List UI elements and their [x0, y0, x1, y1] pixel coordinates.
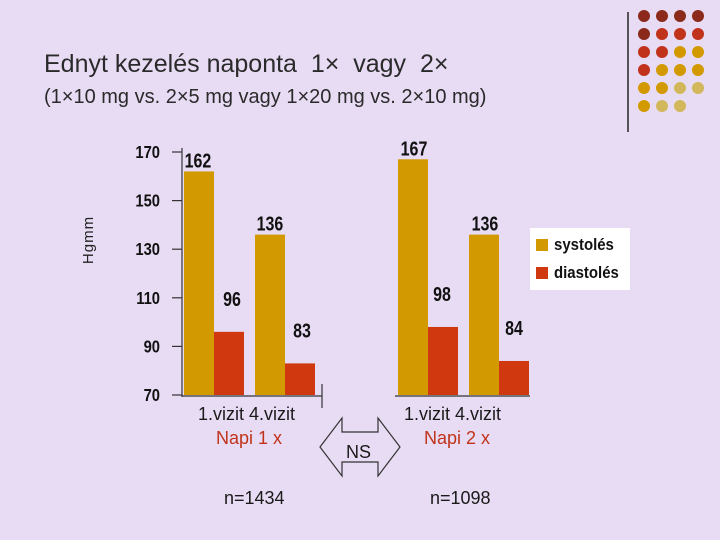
bar-diastolic: [428, 326, 458, 395]
group-1-visits: 1.vizit 4.vizit: [198, 404, 296, 424]
bar-systolic: [255, 234, 285, 395]
decor-dot: [692, 64, 704, 76]
decor-dot: [638, 82, 650, 94]
decor-dot: [656, 28, 668, 40]
legend-item-diastolic: diastolés: [536, 262, 628, 284]
decor-dot: [674, 100, 686, 112]
double-arrow: [319, 416, 401, 478]
bar-systolic: [398, 159, 428, 395]
y-axis-label: Hgmm: [80, 215, 97, 265]
decor-dot-grid: [638, 10, 704, 112]
decor-dot: [656, 10, 668, 22]
y-tick-label: 130: [135, 240, 160, 260]
decor-dot: [674, 64, 686, 76]
data-label-diastolic: 84: [505, 317, 523, 339]
y-tick-label: 90: [144, 337, 160, 357]
ns-label: NS: [346, 442, 372, 462]
decor-dot: [674, 10, 686, 22]
decor-dot: [656, 100, 668, 112]
legend-item-systolic: systolés: [536, 234, 622, 256]
y-tick-label: 70: [144, 386, 160, 406]
group-2-n: n=1098: [430, 488, 491, 508]
decor-dot: [656, 64, 668, 76]
decor-dot: [692, 82, 704, 94]
decor-dot: [692, 28, 704, 40]
decor-dot: [656, 46, 668, 58]
legend-swatch-diastolic: [536, 267, 548, 279]
decor-dot: [674, 82, 686, 94]
data-label-systolic: 136: [472, 213, 499, 235]
y-tick-label: 170: [135, 143, 160, 163]
data-label-systolic: 136: [257, 213, 284, 235]
data-label-diastolic: 96: [223, 288, 241, 310]
bar-systolic: [184, 171, 214, 395]
group-2-visits: 1.vizit 4.vizit: [404, 404, 502, 424]
slide-subtitle: (1×10 mg vs. 2×5 mg vagy 1×20 mg vs. 2×1…: [44, 86, 487, 108]
legend: systolés diastolés: [530, 228, 630, 290]
decor-dot: [674, 28, 686, 40]
bar-diastolic: [499, 360, 529, 395]
bar-diastolic: [214, 331, 244, 395]
decor-dot: [638, 46, 650, 58]
data-label-systolic: 162: [185, 150, 212, 172]
accent-line: [627, 12, 629, 132]
decor-dot: [638, 64, 650, 76]
decor-dot: [674, 46, 686, 58]
decor-dot: [638, 28, 650, 40]
slide-title: Ednyt kezelés naponta 1× vagy 2×: [44, 50, 449, 78]
data-label-diastolic: 83: [293, 320, 311, 342]
legend-swatch-systolic: [536, 239, 548, 251]
y-tick-label: 150: [135, 191, 160, 211]
group-2-dosage: Napi 2 x: [424, 428, 491, 448]
data-label-systolic: 167: [401, 138, 428, 160]
data-label-diastolic: 98: [433, 283, 451, 305]
y-tick-label: 110: [136, 288, 160, 308]
group-1-dosage: Napi 1 x: [216, 428, 283, 448]
legend-label-diastolic: diastolés: [554, 263, 619, 282]
bar-diastolic: [285, 363, 315, 395]
decor-dot: [638, 100, 650, 112]
decor-dot: [656, 82, 668, 94]
decor-dot: [638, 10, 650, 22]
bar-systolic: [469, 234, 499, 395]
legend-label-systolic: systolés: [554, 235, 614, 254]
decor-dot: [692, 10, 704, 22]
group-1-n: n=1434: [224, 488, 285, 508]
decor-dot: [692, 46, 704, 58]
